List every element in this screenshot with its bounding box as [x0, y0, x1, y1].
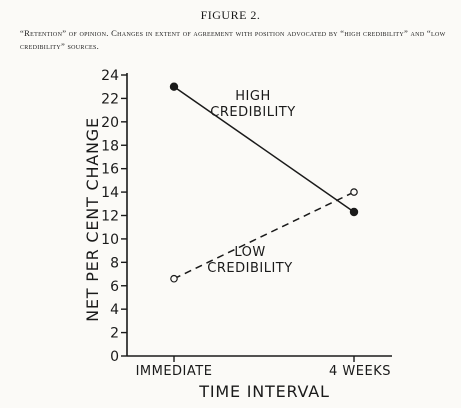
y-tick-label: 22: [101, 91, 119, 107]
y-tick-label: 18: [101, 138, 119, 154]
y-tick-label: 10: [101, 232, 119, 248]
y-tick-label: 0: [110, 349, 119, 365]
series-label: HIGH: [235, 89, 270, 104]
series-label: CREDIBILITY: [210, 105, 295, 120]
y-tick-label: 2: [110, 326, 119, 342]
x-tick-label: 4 WEEKS: [329, 364, 391, 379]
y-tick-label: 16: [101, 162, 119, 178]
x-tick-label: IMMEDIATE: [136, 364, 213, 379]
figure-label: FIGURE 2.: [200, 8, 261, 22]
series-line: [173, 86, 355, 213]
y-tick-label: 20: [101, 115, 119, 131]
series-label: LOW: [234, 245, 265, 260]
data-point: [170, 274, 178, 283]
y-tick-label: 24: [101, 68, 119, 84]
series-line: [173, 191, 355, 280]
y-axis-label: NET PER CENT CHANGE: [83, 117, 102, 322]
caption-text: “Retention” of opinion. Changes in exten…: [20, 28, 446, 51]
data-point: [169, 82, 179, 91]
figure-caption: “Retention” of opinion. Changes in exten…: [20, 27, 450, 53]
y-tick-label: 14: [101, 185, 119, 201]
x-axis-label: TIME INTERVAL: [198, 382, 330, 401]
y-tick-label: 8: [110, 255, 119, 271]
data-point: [349, 207, 359, 217]
x-axis-ticks: IMMEDIATE 4 WEEKS: [136, 356, 391, 379]
series-label: CREDIBILITY: [207, 261, 292, 276]
y-tick-label: 12: [101, 209, 119, 225]
y-tick-label: 6: [110, 279, 119, 295]
data-point: [350, 188, 358, 196]
y-tick-label: 4: [110, 302, 119, 318]
